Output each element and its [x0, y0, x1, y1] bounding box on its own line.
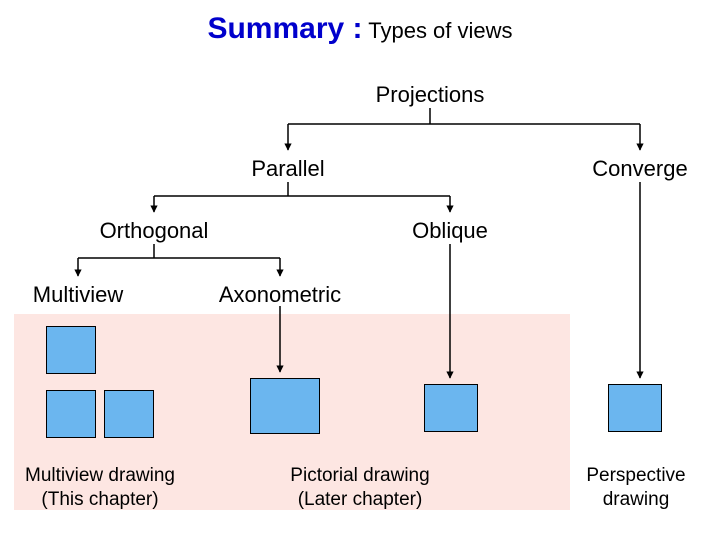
shape-axonometric: [250, 378, 320, 434]
node-oblique: Oblique: [350, 218, 550, 244]
node-multiview: Multiview: [0, 282, 178, 308]
label-line: Multiview drawing: [0, 464, 210, 488]
label-multiview-drawing: Multiview drawing (This chapter): [0, 464, 210, 512]
label-line: (This chapter): [0, 488, 210, 512]
shape-multiview-top: [46, 326, 96, 374]
label-line: (Later chapter): [250, 488, 470, 512]
title-main: Summary :: [207, 12, 362, 45]
shape-multiview-bl: [46, 390, 96, 438]
node-parallel: Parallel: [188, 156, 388, 182]
label-line: Pictorial drawing: [250, 464, 470, 488]
node-orthogonal: Orthogonal: [54, 218, 254, 244]
node-converge: Converge: [540, 156, 720, 182]
shape-multiview-br: [104, 390, 154, 438]
label-line: Perspective: [526, 464, 720, 488]
node-projections: Projections: [330, 82, 530, 108]
shape-converge: [608, 384, 662, 432]
page-title: Summary : Types of views: [0, 12, 720, 46]
label-pictorial-drawing: Pictorial drawing (Later chapter): [250, 464, 470, 512]
label-perspective-drawing: Perspective drawing: [526, 464, 720, 512]
shape-oblique: [424, 384, 478, 432]
node-axonometric: Axonometric: [180, 282, 380, 308]
title-sub: Types of views: [363, 18, 513, 43]
label-line: drawing: [526, 488, 720, 512]
